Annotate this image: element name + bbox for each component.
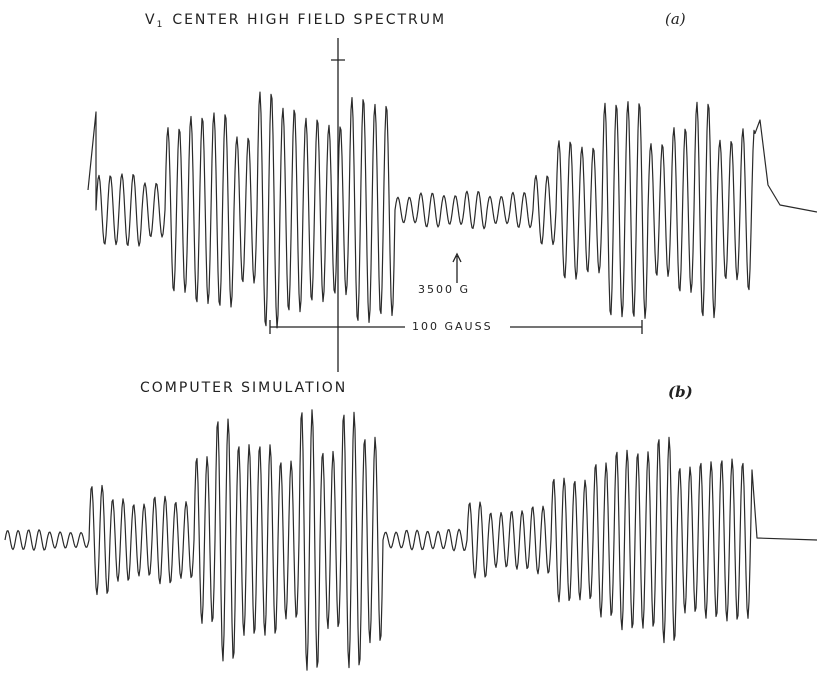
- bottom-panel-label: (b): [668, 383, 693, 401]
- scale-label: 100 GAUSS: [412, 320, 493, 333]
- background: [0, 0, 817, 684]
- top-panel-label: (a): [665, 10, 686, 28]
- figure: V1CENTER HIGH FIELD SPECTRUM (a) 3500 G …: [0, 0, 817, 684]
- bottom-title: COMPUTER SIMULATION: [140, 380, 347, 396]
- field-label: 3500 G: [418, 283, 470, 296]
